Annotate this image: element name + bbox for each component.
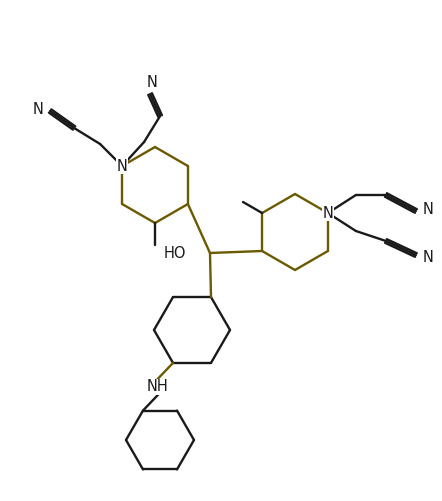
Text: N: N [33, 102, 43, 117]
Text: N: N [117, 158, 128, 173]
Text: N: N [323, 205, 333, 220]
Text: HO: HO [164, 245, 186, 261]
Text: N: N [423, 249, 433, 265]
Text: NH: NH [147, 379, 169, 394]
Text: N: N [423, 201, 433, 216]
Text: N: N [147, 75, 157, 90]
